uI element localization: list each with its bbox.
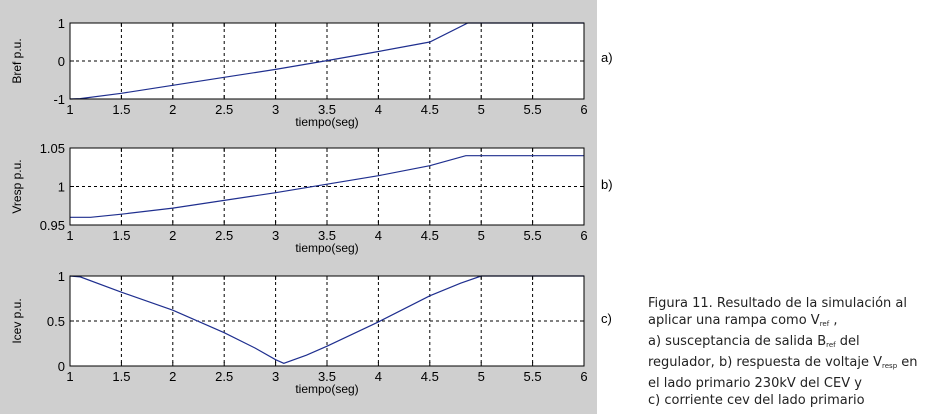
plot-frame	[69, 147, 585, 226]
x-tick-label: 5	[478, 369, 485, 384]
y-tick-label: 1	[58, 16, 65, 31]
x-axis-label: tiempo(seg)	[295, 115, 358, 129]
x-tick-label: 2	[169, 369, 176, 384]
caption-line-3: a) susceptancia de salida Bref del	[648, 334, 860, 349]
x-axis-label: tiempo(seg)	[295, 241, 358, 255]
x-tick-label: 1.5	[112, 102, 130, 117]
data-series-line	[70, 155, 584, 218]
x-tick-label: 1	[66, 102, 73, 117]
x-tick-label: 4	[375, 228, 382, 243]
caption-line-1: Figura 11. Resultado de la simulación al	[648, 296, 907, 311]
x-tick-label: 6	[580, 369, 587, 384]
y-tick-label: 1	[58, 269, 65, 284]
figure-background: 1 1.5 2 2.5 3 3.5 4 4.5 5 5.5 6 -1 0 1 tiempo(seg) Bref…	[0, 0, 597, 414]
x-tick-label: 2.5	[215, 102, 233, 117]
x-tick-label: 4	[375, 102, 382, 117]
x-tick-label: 5	[478, 228, 485, 243]
y-tick-label: 0	[58, 54, 65, 69]
x-tick-label: 4	[375, 369, 382, 384]
y-tick-label: -1	[53, 92, 65, 107]
caption-line-6: c) corriente cev del lado primario	[648, 393, 865, 408]
plot-frame	[69, 22, 585, 100]
y-tick-label: 0.95	[40, 218, 65, 233]
y-tick-label: 0	[58, 359, 65, 374]
plot-frame	[69, 275, 585, 367]
caption-line-5: el lado primario 230kV del CEV y	[648, 376, 862, 391]
x-tick-label: 3	[272, 369, 279, 384]
x-tick-label: 5	[478, 102, 485, 117]
y-axis-label: Vresp p.u.	[10, 159, 24, 213]
x-tick-label: 2.5	[215, 228, 233, 243]
x-tick-label: 3	[272, 228, 279, 243]
figure-caption: Figura 11. Resultado de la simulación al…	[648, 295, 934, 409]
x-tick-label: 6	[580, 102, 587, 117]
x-tick-label: 2	[169, 102, 176, 117]
x-tick-label: 3	[272, 102, 279, 117]
y-axis-label: Bref p.u.	[10, 38, 24, 83]
x-tick-label: 6	[580, 228, 587, 243]
panel-label-c: c)	[601, 311, 612, 326]
x-tick-label: 1.5	[112, 369, 130, 384]
x-tick-label: 5.5	[524, 369, 542, 384]
panel-label-a: a)	[601, 50, 613, 65]
x-tick-label: 5.5	[524, 228, 542, 243]
x-tick-label: 1	[66, 228, 73, 243]
caption-line-4: regulador, b) respuesta de voltaje Vresp…	[648, 355, 918, 370]
x-tick-label: 4.5	[421, 102, 439, 117]
panel-label-b: b)	[601, 177, 613, 192]
x-tick-label: 3.5	[318, 369, 336, 384]
x-tick-label: 2.5	[215, 369, 233, 384]
x-tick-label: 4.5	[421, 369, 439, 384]
x-tick-label: 4.5	[421, 228, 439, 243]
x-tick-label: 3.5	[318, 228, 336, 243]
x-tick-label: 2	[169, 228, 176, 243]
caption-line-2: aplicar una rampa como Vref ,	[648, 313, 838, 328]
data-series-line	[69, 22, 584, 100]
x-tick-label: 1	[66, 369, 73, 384]
x-tick-label: 5.5	[524, 102, 542, 117]
y-tick-label: 1	[58, 180, 65, 195]
x-axis-label: tiempo(seg)	[295, 382, 358, 396]
y-tick-label: 1.05	[40, 141, 65, 156]
x-tick-label: 3.5	[318, 102, 336, 117]
y-tick-label: 0.5	[47, 314, 65, 329]
simulation-plots: 1 1.5 2 2.5 3 3.5 4 4.5 5 5.5 6-101tiempo(seg)Bref…	[10, 16, 588, 396]
y-axis-label: Icev p.u.	[10, 298, 24, 343]
data-series-line	[69, 275, 584, 364]
x-tick-label: 1.5	[112, 228, 130, 243]
